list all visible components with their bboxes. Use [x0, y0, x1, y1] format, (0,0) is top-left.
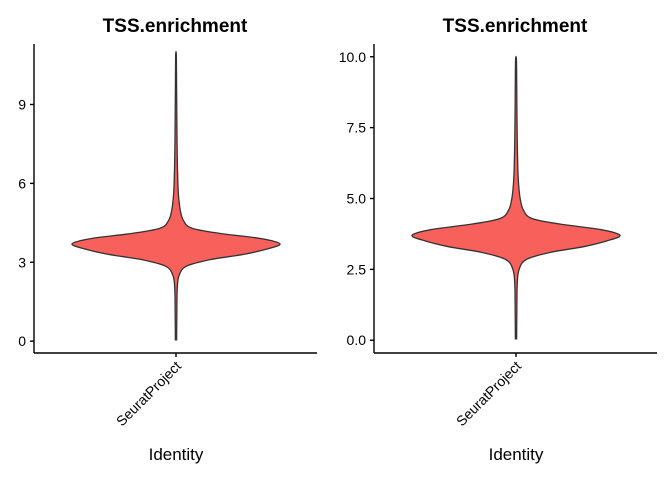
- x-axis-label: Identity: [149, 445, 204, 464]
- x-tick-label: SeuratProject: [453, 358, 524, 429]
- chart-title: TSS.enrichment: [443, 16, 588, 37]
- x-axis-label: Identity: [489, 445, 544, 464]
- y-tick-label: 6: [18, 175, 26, 191]
- x-tick-label: SeuratProject: [113, 358, 184, 429]
- y-tick-label: 0.0: [347, 332, 367, 348]
- panel-1: TSS.enrichment 0 3 6 9 SeuratProject Identity: [18, 16, 317, 464]
- y-tick-label: 3: [18, 254, 26, 270]
- panel-2: TSS.enrichment 0.0 2.5 5.0 7.5 10.0 SeuratProj…: [339, 16, 657, 464]
- y-tick-label: 5.0: [347, 191, 367, 207]
- y-tick-label: 7.5: [347, 120, 367, 136]
- y-tick-label: 0: [18, 333, 26, 349]
- violin-seuratproject: [411, 55, 621, 340]
- chart-title: TSS.enrichment: [103, 16, 248, 37]
- violin-seuratproject: [71, 50, 281, 341]
- y-tick-label: 2.5: [347, 261, 367, 277]
- y-tick-label: 10.0: [339, 49, 366, 65]
- y-tick-label: 9: [18, 96, 26, 112]
